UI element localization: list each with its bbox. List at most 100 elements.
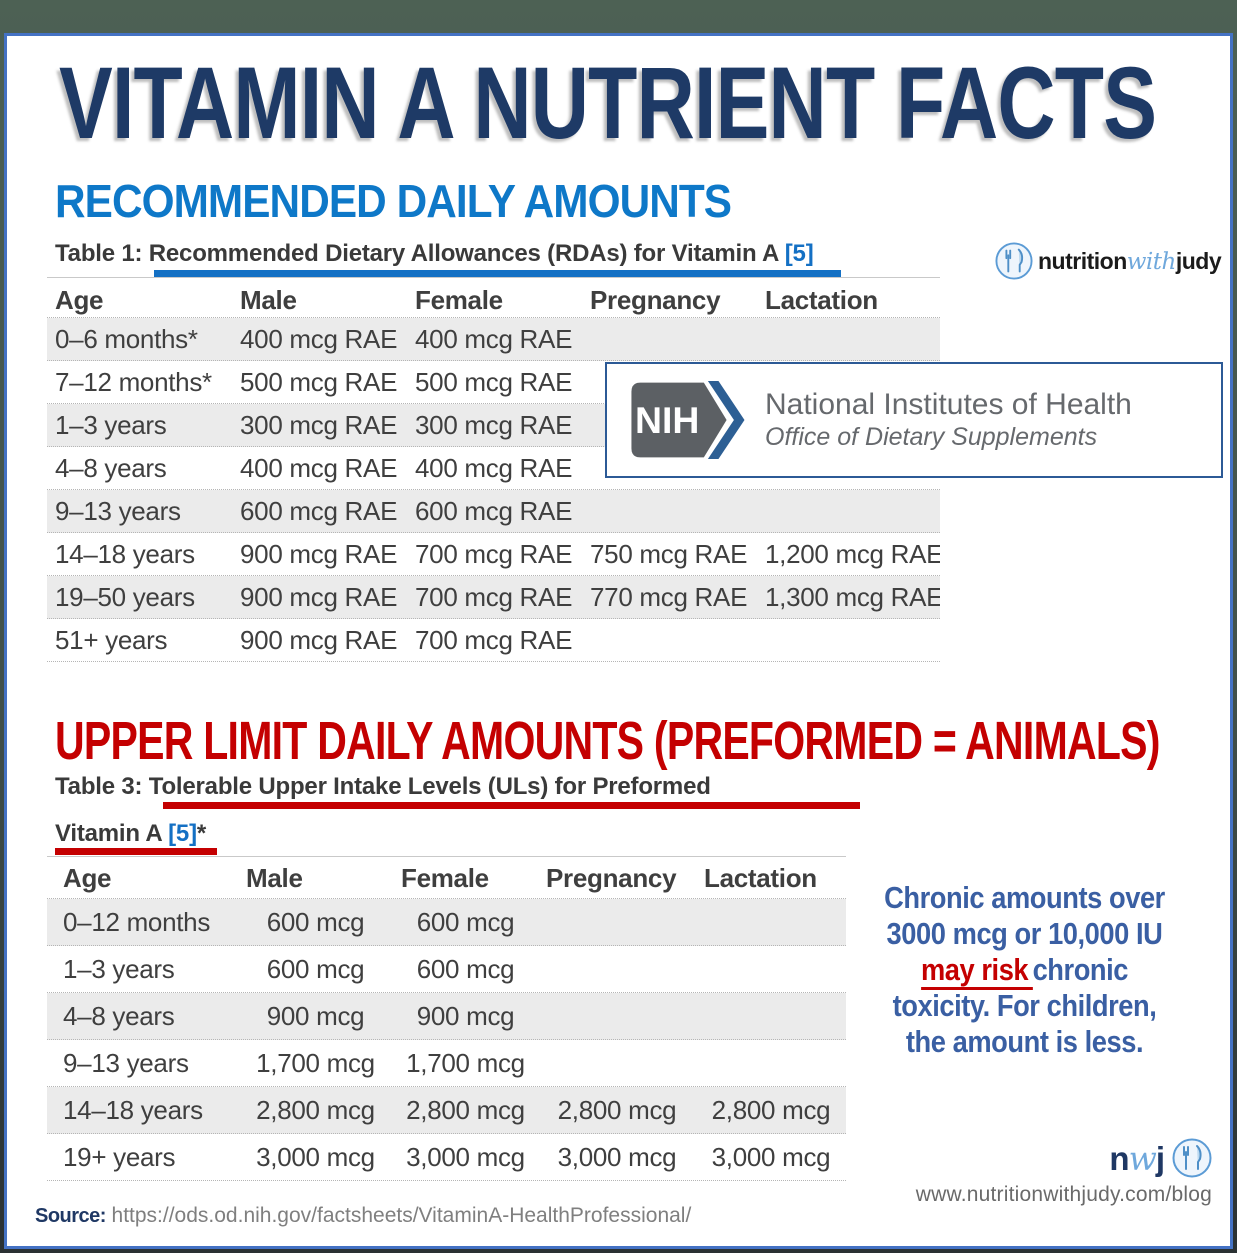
table-cell: 14–18 years [63,1094,203,1125]
table-cell: 400 mcg RAE [240,452,398,483]
table-cell: 400 mcg RAE [240,323,398,354]
table-cell: 700 mcg RAE [415,538,573,569]
note-line: Chronic amounts over [884,880,1165,915]
nih-name: National Institutes of Health [765,388,1132,422]
table-cell: 2,800 mcg [711,1094,831,1125]
table-cell: 600 mcg [266,953,365,984]
table-cell: 900 mcg [266,1000,365,1031]
table-cell: 700 mcg RAE [415,581,573,612]
nih-mark-icon: NIH [631,380,745,460]
table-cell: 900 mcg RAE [240,581,398,612]
brand-text: nutritionwithjudy [1038,247,1222,275]
table1-caption-prefix: Table 1: [55,240,149,267]
table-header-row: Age Male Female Pregnancy Lactation [47,858,846,899]
note-line: may risk chronic [873,952,1177,990]
rda-table: Age Male Female Pregnancy Lactation 0–6 month… [47,284,940,662]
column-header: Lactation [704,862,817,893]
table3-caption-text1: Tolerable Upper Intake Levels (ULs) for … [148,773,711,800]
table-row: 51+ years 900 mcg RAE 700 mcg RAE [47,619,940,662]
blue-underline-bar [154,270,841,277]
table-row: 4–8 years 400 mcg RAE 400 mcg RAE [47,447,940,490]
footer-brand-text: nwj [1109,1139,1165,1178]
divider-line-2 [47,856,846,857]
table-row: 0–6 months* 400 mcg RAE 400 mcg RAE [47,318,940,361]
divider-line [47,277,940,278]
ul-table: Age Male Female Pregnancy Lactation 0–12 mont… [47,858,846,1181]
section2-heading: UPPER LIMIT DAILY AMOUNTS (PREFORMED = A… [55,711,1160,771]
table-cell: 300 mcg RAE [240,409,398,440]
table-cell: 900 mcg RAE [240,538,398,569]
table-cell: 2,800 mcg [406,1094,525,1125]
table-cell: 7–12 months* [55,366,212,397]
table-cell: 600 mcg [266,906,365,937]
source-label: Source: [35,1205,106,1227]
table-cell: 1–3 years [55,409,167,440]
nih-office: Office of Dietary Supplements [765,423,1098,452]
brand-logo: nutritionwithjudy [995,242,1222,280]
table3-caption-line1: Table 3: Tolerable Upper Intake Levels (… [55,773,711,801]
table-cell: 2,800 mcg [557,1094,677,1125]
table-cell: 1,700 mcg [256,1047,375,1078]
table-row: 0–12 months 600 mcg 600 mcg [47,899,846,946]
table-cell: 4–8 years [63,1000,175,1031]
table-cell: 2,800 mcg [256,1094,375,1125]
table-cell: 4–8 years [55,452,167,483]
note-line: toxicity. For children, [892,988,1157,1023]
table-cell: 600 mcg [416,953,515,984]
column-header: Male [240,285,297,315]
table3-caption-asterisk: * [196,820,207,847]
note-highlight: may risk [920,952,1033,990]
table-cell: 600 mcg [416,906,515,937]
brand-part-with: with [1126,248,1177,275]
table-cell: 0–12 months [63,906,211,937]
table-row: 14–18 years 900 mcg RAE 700 mcg RAE 750 mcg… [47,533,940,576]
table-cell: 14–18 years [55,538,195,569]
table-cell: 1,200 mcg RAE [765,538,940,569]
fork-knife-icon [1172,1138,1212,1178]
table-cell: 1–3 years [63,953,175,984]
nih-text: National Institutes of Health Office of … [765,388,1132,452]
table-cell: 19–50 years [55,581,195,612]
table-row: 7–12 months* 500 mcg RAE 500 mcg RAE [47,361,940,404]
table-row: 14–18 years 2,800 mcg 2,800 mcg 2,800 mcg 2,… [47,1087,846,1134]
table-cell: 3,000 mcg [711,1141,831,1172]
table-cell: 3,000 mcg [557,1141,677,1172]
section1-heading: RECOMMENDED DAILY AMOUNTS [55,175,732,227]
note-line: the amount is less. [905,1024,1144,1059]
table-cell: 19+ years [63,1141,176,1172]
table-row: 1–3 years 600 mcg 600 mcg [47,946,846,993]
table-cell: 1,300 mcg RAE [765,581,940,612]
nwj-n: n [1109,1139,1129,1177]
table-cell: 400 mcg RAE [415,452,573,483]
footer-brand-block: nwj www.nutritionwithjudy.com/blog [916,1138,1212,1207]
table-cell: 600 mcg RAE [415,495,573,526]
fork-knife-icon [995,242,1033,280]
table1-caption-text: Recommended Dietary Allowances (RDAs) fo… [148,240,785,267]
table-cell: 51+ years [55,624,168,655]
column-header: Female [415,285,503,315]
source-line: Source: https://ods.od.nih.gov/factsheet… [35,1204,691,1228]
footer-brand: nwj [916,1138,1212,1178]
column-header: Pregnancy [546,862,677,893]
table-cell: 600 mcg RAE [240,495,398,526]
red-underline-bar-1 [163,802,860,809]
table-cell: 3,000 mcg [406,1141,525,1172]
table-row: 19–50 years 900 mcg RAE 700 mcg RAE 770 mcg… [47,576,940,619]
main-title: VITAMIN A NUTRIENT FACTS [59,46,1157,160]
table3-caption-text2: Vitamin A [55,820,169,847]
table-cell: 9–13 years [63,1047,189,1078]
table1-caption: Table 1: Recommended Dietary Allowances … [55,240,814,268]
table-cell: 1,700 mcg [406,1047,525,1078]
source-url: https://ods.od.nih.gov/factsheets/Vitami… [111,1204,692,1227]
table-cell: 900 mcg RAE [240,624,398,655]
table-cell: 0–6 months* [55,323,198,354]
table3-caption-line2: Vitamin A [5]* [55,820,206,848]
nih-acronym: NIH [635,399,699,441]
brand-part-nutrition: nutrition [1038,247,1127,274]
column-header: Female [401,862,489,893]
table3-caption-prefix: Table 3: [55,773,149,800]
table-cell: 750 mcg RAE [590,538,748,569]
table-cell: 3,000 mcg [256,1141,375,1172]
table-cell: 300 mcg RAE [415,409,573,440]
